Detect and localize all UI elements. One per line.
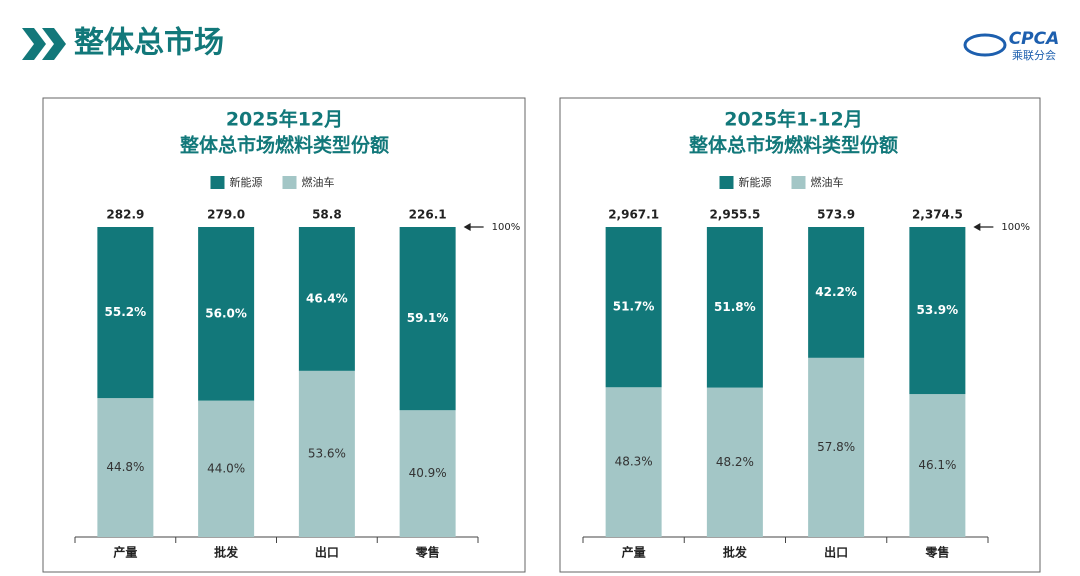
data-label: 40.9% [409, 466, 447, 480]
bar-segment [605, 227, 662, 388]
legend-swatch [282, 176, 297, 189]
arrow-head [463, 223, 471, 231]
legend-swatch [791, 176, 806, 189]
bar-segment [399, 410, 456, 537]
total-label: 58.8 [312, 208, 342, 222]
bar-segment [605, 387, 662, 537]
slide-title: 整体总市场 [74, 26, 224, 61]
logo-sub: 乘联分会 [1012, 49, 1056, 62]
data-label: 53.6% [308, 446, 346, 460]
legend-label: 燃油车 [302, 175, 335, 189]
x-tick-label: 零售 [924, 545, 949, 560]
data-label: 44.0% [207, 461, 245, 475]
logo: CPCA [1009, 29, 1060, 49]
bar-segment [198, 400, 255, 537]
legend-swatch [719, 176, 734, 189]
data-label: 59.1% [407, 311, 449, 325]
total-label: 226.1 [409, 208, 447, 222]
reference-label: 100% [1001, 222, 1030, 233]
total-label: 282.9 [106, 208, 144, 222]
bar-segment [808, 227, 865, 358]
data-label: 56.0% [205, 306, 247, 320]
chart-title: 2025年1-12月 [724, 108, 862, 131]
data-label: 55.2% [105, 305, 147, 319]
bar-segment [97, 227, 154, 399]
x-tick-label: 批发 [723, 545, 748, 560]
chart-subtitle: 整体总市场燃料类型份额 [689, 134, 898, 157]
bar-segment [808, 357, 865, 537]
x-tick-label: 零售 [415, 545, 440, 560]
legend-label: 燃油车 [811, 175, 844, 189]
bar-segment [198, 227, 255, 401]
bar-segment [909, 394, 966, 537]
x-tick-label: 出口 [315, 545, 339, 560]
chevron [22, 28, 46, 60]
x-tick-label: 产量 [622, 545, 646, 560]
total-label: 2,967.1 [608, 208, 659, 222]
x-tick-label: 产量 [113, 545, 137, 560]
bar-segment [706, 227, 763, 388]
bar-segment [706, 387, 763, 537]
total-label: 2,955.5 [709, 208, 760, 222]
total-label: 573.9 [817, 208, 855, 222]
x-tick-label: 出口 [824, 545, 848, 560]
total-label: 279.0 [207, 208, 245, 222]
data-label: 51.7% [613, 300, 655, 314]
data-label: 57.8% [817, 440, 855, 454]
bar-segment [298, 227, 355, 371]
bar-segment [909, 227, 966, 395]
bar-segment [298, 370, 355, 537]
data-label: 48.2% [716, 455, 754, 469]
legend-label: 新能源 [739, 175, 772, 189]
x-tick-label: 批发 [214, 545, 239, 560]
data-label: 46.1% [918, 458, 956, 472]
data-label: 53.9% [917, 303, 959, 317]
reference-label: 100% [492, 222, 521, 233]
legend-label: 新能源 [230, 175, 263, 189]
chevron [42, 28, 66, 60]
chart-title: 2025年12月 [226, 108, 343, 131]
logo-mark [963, 33, 1007, 57]
data-label: 44.8% [106, 460, 144, 474]
bar-segment [97, 398, 154, 537]
data-label: 48.3% [615, 455, 653, 469]
arrow-head [973, 223, 981, 231]
data-label: 46.4% [306, 291, 348, 305]
chart-subtitle: 整体总市场燃料类型份额 [180, 134, 389, 157]
legend-swatch [210, 176, 225, 189]
total-label: 2,374.5 [912, 208, 963, 222]
data-label: 51.8% [714, 300, 756, 314]
data-label: 42.2% [815, 285, 857, 299]
bar-segment [399, 227, 456, 411]
